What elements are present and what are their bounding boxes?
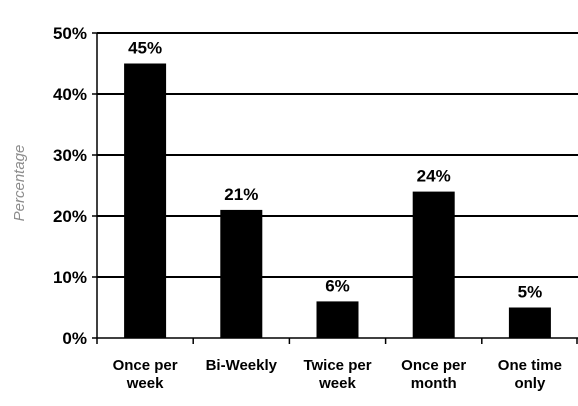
y-tick-label: 10% — [53, 268, 87, 287]
category-label: Bi-Weekly — [206, 357, 278, 374]
bar — [412, 191, 455, 338]
category-label: Once per week — [113, 357, 178, 392]
category-label: Twice per week — [303, 357, 371, 392]
y-tick-label: 50% — [53, 24, 87, 43]
y-tick-label: 40% — [53, 85, 87, 104]
y-tick-labels: 0% 10% 20% 30% 40% 50% — [53, 24, 87, 348]
y-tick-label: 20% — [53, 207, 87, 226]
category-label: One time only — [498, 357, 562, 392]
bar — [124, 63, 167, 338]
gridlines — [97, 32, 578, 278]
data-label: 21% — [224, 185, 258, 204]
y-tick-label: 30% — [53, 146, 87, 165]
category-label: Once per month — [401, 357, 466, 392]
bars — [124, 63, 551, 338]
y-tick-label: 0% — [62, 329, 87, 348]
data-label: 24% — [417, 167, 451, 186]
data-label: 6% — [325, 276, 350, 295]
bar — [316, 301, 359, 338]
data-label: 5% — [518, 283, 543, 302]
y-axis-title: Percentage — [11, 145, 28, 222]
data-label: 45% — [128, 39, 162, 58]
category-labels: Once per week Bi-Weekly Twice per week Once p… — [113, 357, 562, 392]
data-labels: 45% 21% 6% 24% 5% — [128, 39, 542, 302]
bar — [508, 307, 551, 338]
bar — [220, 209, 263, 338]
axes — [92, 32, 578, 344]
